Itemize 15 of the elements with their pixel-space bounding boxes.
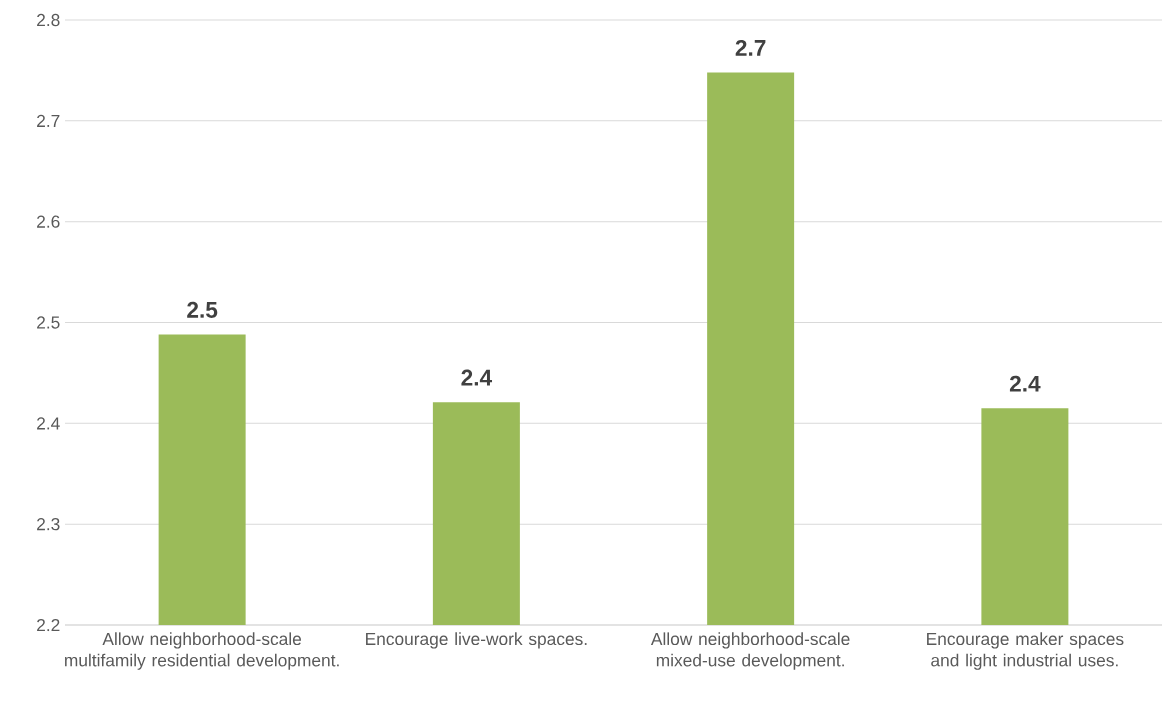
- y-tick-label: 2.4: [37, 417, 60, 430]
- x-tick-label: Allow neighborhood-scale multifamily residential development.: [65, 632, 339, 670]
- x-tick-label: Encourage live-work spaces.: [366, 632, 587, 649]
- y-tick-label: 2.6: [37, 215, 60, 228]
- x-tick-label: Allow neighborhood-scale mixed-use development.: [650, 632, 850, 670]
- y-tick-label: 2.7: [37, 114, 60, 127]
- y-tick-label: 2.3: [37, 518, 60, 531]
- data-label: 2.4: [461, 369, 493, 386]
- data-label: 2.7: [735, 39, 766, 56]
- y-tick-label: 2.8: [37, 13, 60, 27]
- x-tick-label: Encourage maker spaces and light industrial uses.: [927, 632, 1124, 670]
- data-label: 2.4: [1009, 375, 1041, 392]
- data-label: 2.5: [187, 301, 218, 318]
- y-tick-label: 2.2: [37, 618, 60, 632]
- y-tick-label: 2.5: [37, 316, 60, 329]
